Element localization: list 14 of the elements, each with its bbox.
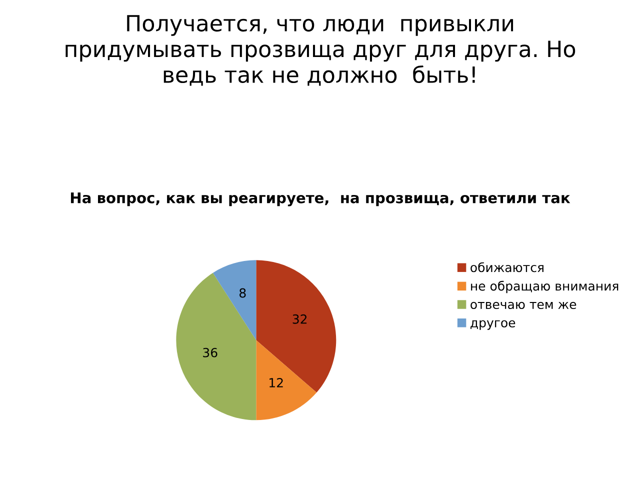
legend-label: отвечаю тем же — [470, 302, 576, 310]
legend-label: не обращаю внимания — [471, 280, 618, 294]
pie-slice — [256, 340, 317, 420]
chart-title: Получается, что люди привыкли придумывать прозвища друг для друга. Но ведь так не должно быть! — [66, 15, 576, 86]
pie-slice — [256, 260, 336, 393]
pie-slice — [212, 260, 256, 340]
data-label: 12 — [270, 378, 283, 388]
pie-slice — [176, 272, 256, 420]
data-label: 8 — [240, 288, 246, 298]
legend-label: обижаются — [470, 262, 544, 272]
legend-label: другое — [470, 320, 516, 330]
data-label: 32 — [292, 314, 307, 324]
chart-subtitle: На вопрос, как вы реагируете, на прозвища, ответили так — [70, 192, 570, 206]
data-label: 36 — [203, 348, 218, 358]
